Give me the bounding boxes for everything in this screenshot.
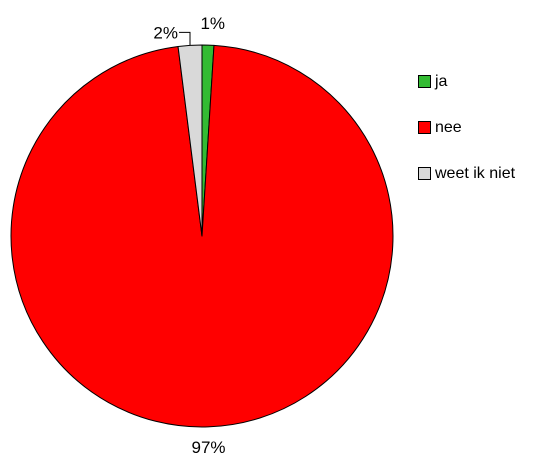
data-label-ja: 1%: [200, 14, 225, 33]
legend-label-nee: nee: [435, 118, 462, 136]
legend-label-weet-ik-niet: weet ik niet: [435, 164, 516, 182]
legend-swatch-ja: [418, 75, 431, 88]
pie-data-labels: 1% 97% 2%: [153, 14, 225, 457]
pie-slices: [10, 44, 394, 428]
legend-item-weet-ik-niet: weet ik niet: [418, 162, 515, 185]
data-label-weet-ik-niet: 2%: [153, 23, 178, 42]
leader-line-weet-ik-niet: [179, 31, 191, 46]
legend-swatch-nee: [418, 121, 431, 134]
legend: ja nee weet ik niet: [418, 70, 515, 208]
legend-label-ja: ja: [435, 72, 448, 90]
legend-item-ja: ja: [418, 70, 515, 93]
legend-item-nee: nee: [418, 116, 515, 139]
legend-swatch-weet-ik-niet: [418, 167, 431, 180]
data-label-nee: 97%: [191, 438, 225, 457]
